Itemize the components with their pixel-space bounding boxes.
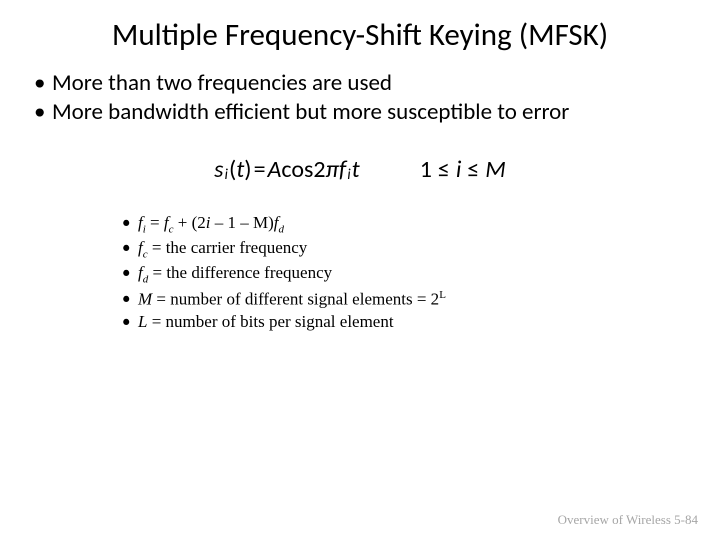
def-M-sup: L <box>439 289 446 301</box>
range-le2: ≤ <box>467 155 479 184</box>
def-item: fd = the difference frequency <box>120 262 690 287</box>
formula-cos: cos <box>281 155 313 184</box>
formula-pi: π <box>326 155 339 184</box>
def-item: fi = fc + (2i – 1 – M)fd <box>120 212 690 237</box>
formula-s: s <box>214 155 223 184</box>
def-eq: = <box>146 213 164 232</box>
formula-f-sub: i <box>347 166 350 184</box>
formula-A: A <box>268 155 282 184</box>
def-fd2-txt: = the difference frequency <box>148 263 332 282</box>
formula-rparen: ) <box>244 155 251 184</box>
bullet-item: More bandwidth efficient but more suscep… <box>30 99 690 127</box>
def-item: fc = the carrier frequency <box>120 237 690 262</box>
formula-row: s i ( t ) = A cos 2 π f i t 1 ≤ i ≤ M <box>30 155 690 184</box>
def-L-txt: = number of bits per signal element <box>147 312 393 331</box>
range-one: 1 <box>420 155 432 184</box>
formula-f: f <box>339 155 346 184</box>
formula-t: t <box>352 155 360 184</box>
def-mid: – 1 – M) <box>211 213 274 232</box>
def-item: L = number of bits per signal element <box>120 311 690 334</box>
slide-footer: Overview of Wireless 5-84 <box>558 512 698 528</box>
formula-two: 2 <box>313 155 325 184</box>
formula-t-arg: t <box>236 155 244 184</box>
slide-title: Multiple Frequency-Shift Keying (MFSK) <box>30 18 690 54</box>
def-item: M = number of different signal elements … <box>120 288 690 312</box>
def-M-txt: = number of different signal elements = … <box>152 289 439 308</box>
formula-sub-i: i <box>225 166 228 184</box>
range-condition: 1 ≤ i ≤ M <box>420 155 506 184</box>
bullet-item: More than two frequencies are used <box>30 70 690 98</box>
main-bullet-list: More than two frequencies are used More … <box>30 70 690 127</box>
range-M: M <box>485 155 506 184</box>
slide: Multiple Frequency-Shift Keying (MFSK) M… <box>0 0 720 540</box>
definition-list: fi = fc + (2i – 1 – M)fd fc = the carrie… <box>120 212 690 334</box>
range-i: i <box>456 155 462 184</box>
def-plus: + (2 <box>174 213 206 232</box>
range-le1: ≤ <box>438 155 450 184</box>
def-fd-sub: d <box>279 223 285 235</box>
def-fc2-txt: = the carrier frequency <box>148 238 308 257</box>
signal-formula: s i ( t ) = A cos 2 π f i t <box>214 155 360 184</box>
def-M: M <box>138 289 152 308</box>
formula-eq: = <box>254 155 266 184</box>
formula-lparen: ( <box>229 155 236 184</box>
